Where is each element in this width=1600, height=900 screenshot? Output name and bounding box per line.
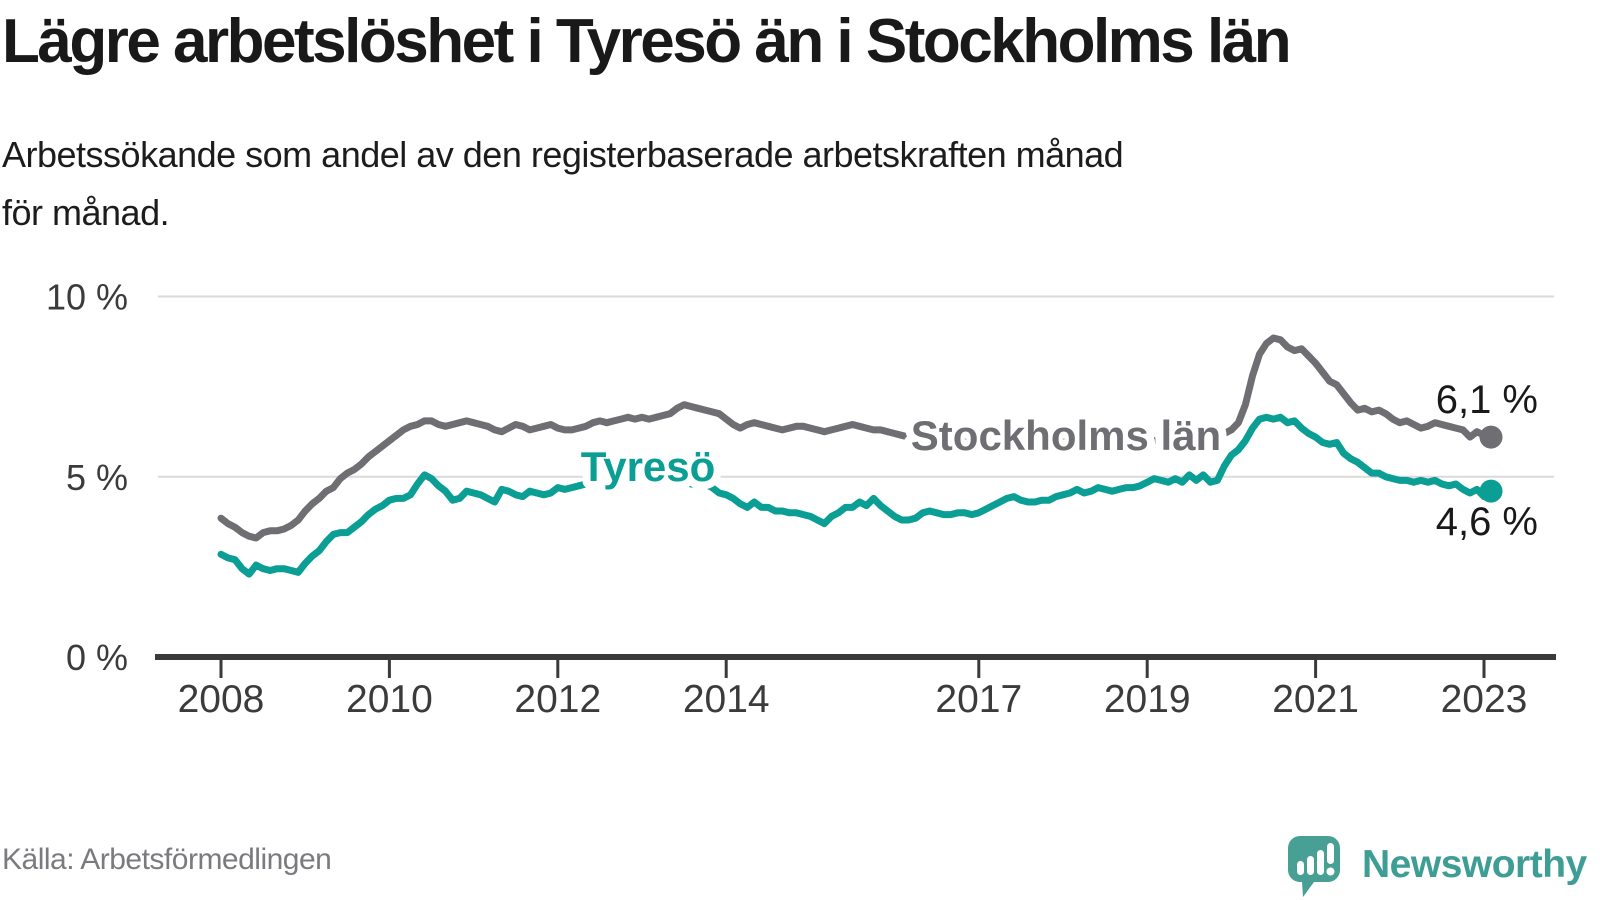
- y-tick-label-0: 0 %: [66, 637, 128, 678]
- end-value-label-tyreso: 4,6 %: [1436, 500, 1538, 544]
- end-value-label-stockholms-lan: 6,1 %: [1436, 378, 1538, 422]
- chart-title: Lägre arbetslöshet i Tyresö än i Stockho…: [2, 7, 1292, 76]
- y-tick-label-5: 5 %: [66, 457, 128, 498]
- series-line-tyreso: [217, 413, 1495, 578]
- logo-bar-3: [1317, 850, 1324, 875]
- x-tick-label-2019: 2019: [1104, 678, 1191, 721]
- newsworthy-logo-text: Newsworthy: [1362, 843, 1587, 886]
- series-line-stockholms-lan: [217, 334, 1495, 542]
- newsworthy-logo: Newsworthy: [1288, 836, 1587, 898]
- end-dot-tyreso: [1479, 479, 1503, 503]
- x-tick-label-2021: 2021: [1272, 678, 1359, 721]
- logo-exclamation-dot: [1326, 867, 1335, 876]
- x-tick-label-2014: 2014: [683, 678, 770, 721]
- chart-subtitle-line-1: Arbetssökande som andel av den registerb…: [2, 134, 1124, 175]
- chart-subtitle-line-2: för månad.: [2, 192, 170, 233]
- logo-bar-1: [1297, 861, 1304, 875]
- y-tick-label-10: 10 %: [46, 277, 128, 318]
- end-dot-stockholms-lan: [1479, 425, 1503, 449]
- series-label-stockholms-lan: Stockholms län: [911, 412, 1221, 459]
- x-tick-label-2010: 2010: [346, 678, 433, 721]
- x-tick-label-2017: 2017: [935, 678, 1022, 721]
- series-label-tyreso: Tyresö: [581, 443, 716, 490]
- x-tick-label-2012: 2012: [514, 678, 601, 721]
- newsworthy-logo-icon: [1288, 836, 1340, 897]
- logo-exclamation-bar: [1327, 843, 1334, 864]
- x-tick-label-2023: 2023: [1441, 678, 1528, 721]
- x-tick-label-2008: 2008: [178, 678, 265, 721]
- chart-subtitle: Arbetssökande som andel av den registerb…: [2, 126, 1124, 242]
- source-note: Källa: Arbetsförmedlingen: [2, 843, 332, 876]
- logo-bar-2: [1307, 856, 1314, 875]
